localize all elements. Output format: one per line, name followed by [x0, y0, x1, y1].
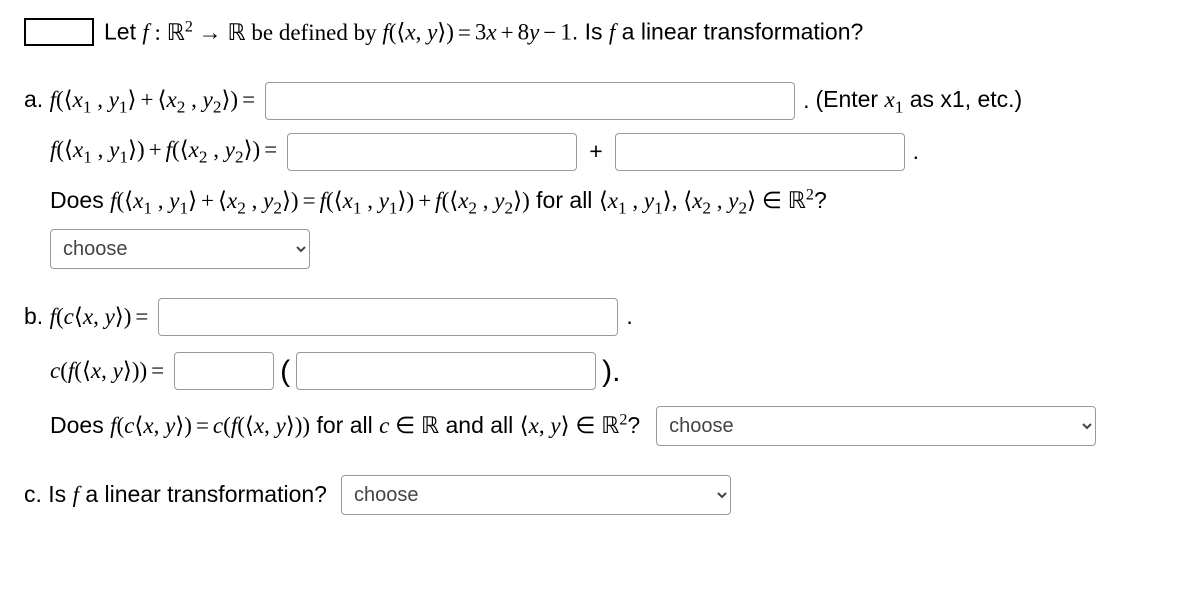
c-question-text: a linear transformation? — [79, 481, 327, 507]
b-does-text: Does f(c⟨x, y⟩)=c(f(⟨x, y⟩)) for all c ∈… — [50, 404, 640, 448]
b-choose-select[interactable]: choose — [656, 406, 1096, 446]
problem-statement: Let f : ℝ2 → ℝ be defined by f(⟨x, y⟩)=3… — [104, 18, 863, 46]
a-hint: (Enter x1 as x1, etc.) — [815, 78, 1022, 124]
section-b: b. f(c⟨x, y⟩)= . c(f(⟨x, y⟩))= ( ). Does… — [24, 295, 1176, 447]
hint-close: as x1, etc.) — [903, 86, 1022, 112]
trailing-question: a linear transformation? — [615, 19, 863, 45]
prompt-prefix: Let — [104, 19, 142, 45]
plus-separator: + — [583, 130, 608, 174]
qmark-b: ? — [627, 412, 640, 438]
c-choose-select[interactable]: choose — [341, 475, 731, 515]
answer-color-box[interactable] — [24, 18, 94, 46]
a-does-text: Does f(⟨x1 , y1⟩+⟨x2 , y2⟩)=f(⟨x1 , y1⟩)… — [50, 179, 827, 225]
qmark-a: ? — [814, 187, 827, 213]
b-line-2: c(f(⟨x, y⟩))= ( ). — [50, 343, 1176, 400]
b-line1-input[interactable] — [158, 298, 618, 336]
period-2: . — [911, 130, 919, 174]
b-line-1-expr: b. f(c⟨x, y⟩)= — [24, 295, 152, 339]
c-label: c. Is — [24, 481, 73, 507]
and-all-b: and all — [439, 412, 520, 438]
for-all-b1: for all — [310, 412, 379, 438]
question-text: . Is — [572, 19, 609, 45]
b-line-1: b. f(c⟨x, y⟩)= . — [24, 295, 1176, 339]
for-all-a: for all — [530, 187, 599, 213]
arrow-text: → ℝ be defined by — [193, 20, 382, 45]
period-3: . — [624, 295, 632, 339]
b-line2-input-2[interactable] — [296, 352, 596, 390]
c-text: c. Is f a linear transformation? — [24, 473, 327, 517]
a-line-2-expr: f(⟨x1 , y1⟩)+f(⟨x2 , y2⟩)= — [50, 128, 281, 174]
b-line-2-expr: c(f(⟨x, y⟩))= — [50, 349, 168, 393]
hint-open: (Enter — [815, 86, 884, 112]
a-line-2: f(⟨x1 , y1⟩)+f(⟨x2 , y2⟩)= + . — [50, 128, 1176, 174]
b-line2-input-1[interactable] — [174, 352, 274, 390]
header-row: Let f : ℝ2 → ℝ be defined by f(⟨x, y⟩)=3… — [24, 18, 1176, 46]
a-line2-input-2[interactable] — [615, 133, 905, 171]
section-a: a. f(⟨x1 , y1⟩+⟨x2 , y2⟩)= . (Enter x1 a… — [24, 78, 1176, 269]
a-choose-select[interactable]: choose — [50, 229, 310, 269]
a-line-1: a. f(⟨x1 , y1⟩+⟨x2 , y2⟩)= . (Enter x1 a… — [24, 78, 1176, 124]
a-line-3: Does f(⟨x1 , y1⟩+⟨x2 , y2⟩)=f(⟨x1 , y1⟩)… — [50, 179, 1176, 225]
b-line-3: Does f(c⟨x, y⟩)=c(f(⟨x, y⟩)) for all c ∈… — [50, 404, 1176, 448]
function-definition: f(⟨x, y⟩)=3x+8y−1 — [382, 20, 572, 45]
c-line-1: c. Is f a linear transformation? choose — [24, 473, 1176, 517]
part-a-label: a. f(⟨x1 , y1⟩+⟨x2 , y2⟩)= — [24, 78, 259, 124]
section-c: c. Is f a linear transformation? choose — [24, 473, 1176, 517]
a-line1-input[interactable] — [265, 82, 795, 120]
mapping-domain: : ℝ — [149, 20, 185, 45]
does-prefix-b: Does — [50, 412, 110, 438]
a-line-4: choose — [50, 229, 1176, 269]
lparen-big: ( — [280, 343, 290, 400]
sup-2: 2 — [185, 18, 193, 35]
rparen-big: ). — [602, 343, 620, 400]
a-label-text: a. — [24, 86, 50, 112]
does-prefix-a: Does — [50, 187, 110, 213]
a-line2-input-1[interactable] — [287, 133, 577, 171]
period-1: . — [801, 79, 809, 123]
b-label: b. — [24, 303, 50, 329]
